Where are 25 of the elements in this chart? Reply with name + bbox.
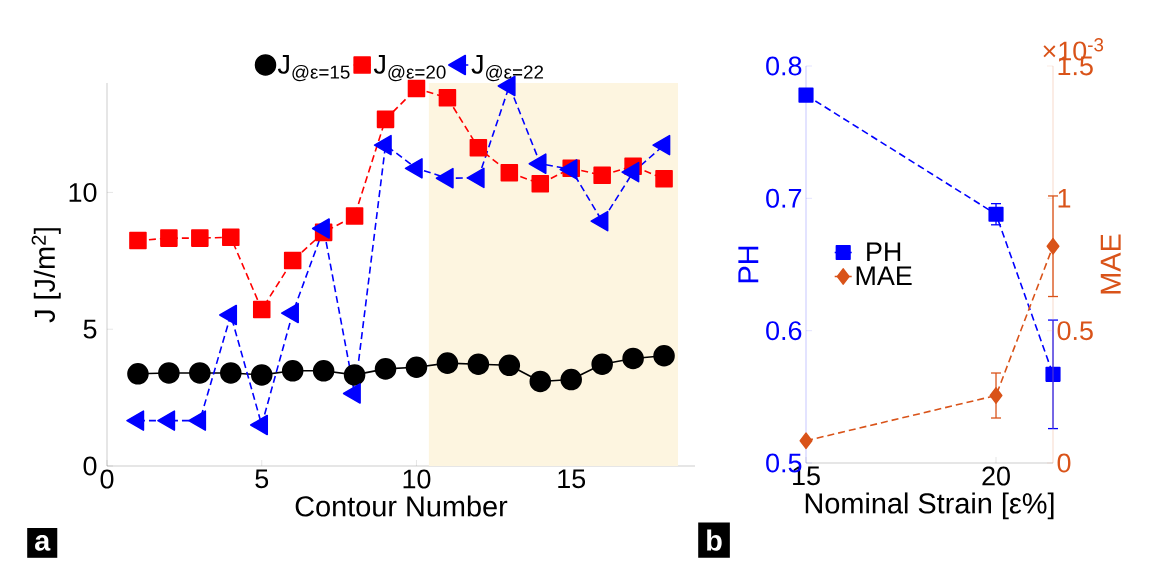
text: b <box>707 529 722 551</box>
y2-axis-title: MAE <box>1100 234 1121 294</box>
legend-label: PH <box>867 242 901 262</box>
y2-tick-label: 0 <box>1057 453 1071 473</box>
y-tick-label: 0.6 <box>766 321 802 341</box>
x-tick-label: 10 <box>403 469 431 489</box>
x-tick-label: 0 <box>100 469 114 489</box>
legend-label: J$_{@ε=22}$ <box>471 54 544 82</box>
text: a <box>35 534 51 551</box>
y-tick-label: 0.8 <box>766 56 802 76</box>
x-tick-label: 15 <box>558 469 586 489</box>
x-tick-label: 20 <box>982 466 1010 486</box>
legend-label: MAE <box>856 266 912 285</box>
y-tick-label: 10 <box>69 182 97 202</box>
y2-tick-label: 1 <box>1058 189 1071 208</box>
x-axis-title: Nominal Strain [ε%] <box>805 492 1054 520</box>
legend-label: J$_{@ε=15}$ <box>277 54 350 82</box>
x-axis-title: Contour Number <box>295 495 508 517</box>
y-tick-label: 0.7 <box>766 188 802 208</box>
x-tick-label: 5 <box>255 469 269 489</box>
legend-label: J$_{@ε=20}$ <box>373 54 446 82</box>
y2-tick-label: 0.5 <box>1057 321 1093 341</box>
y-tick-label: 5 <box>83 319 97 339</box>
y-axis-title: PH <box>738 246 759 283</box>
y-axis-title: J [J/m$^{2}$] <box>31 228 61 323</box>
